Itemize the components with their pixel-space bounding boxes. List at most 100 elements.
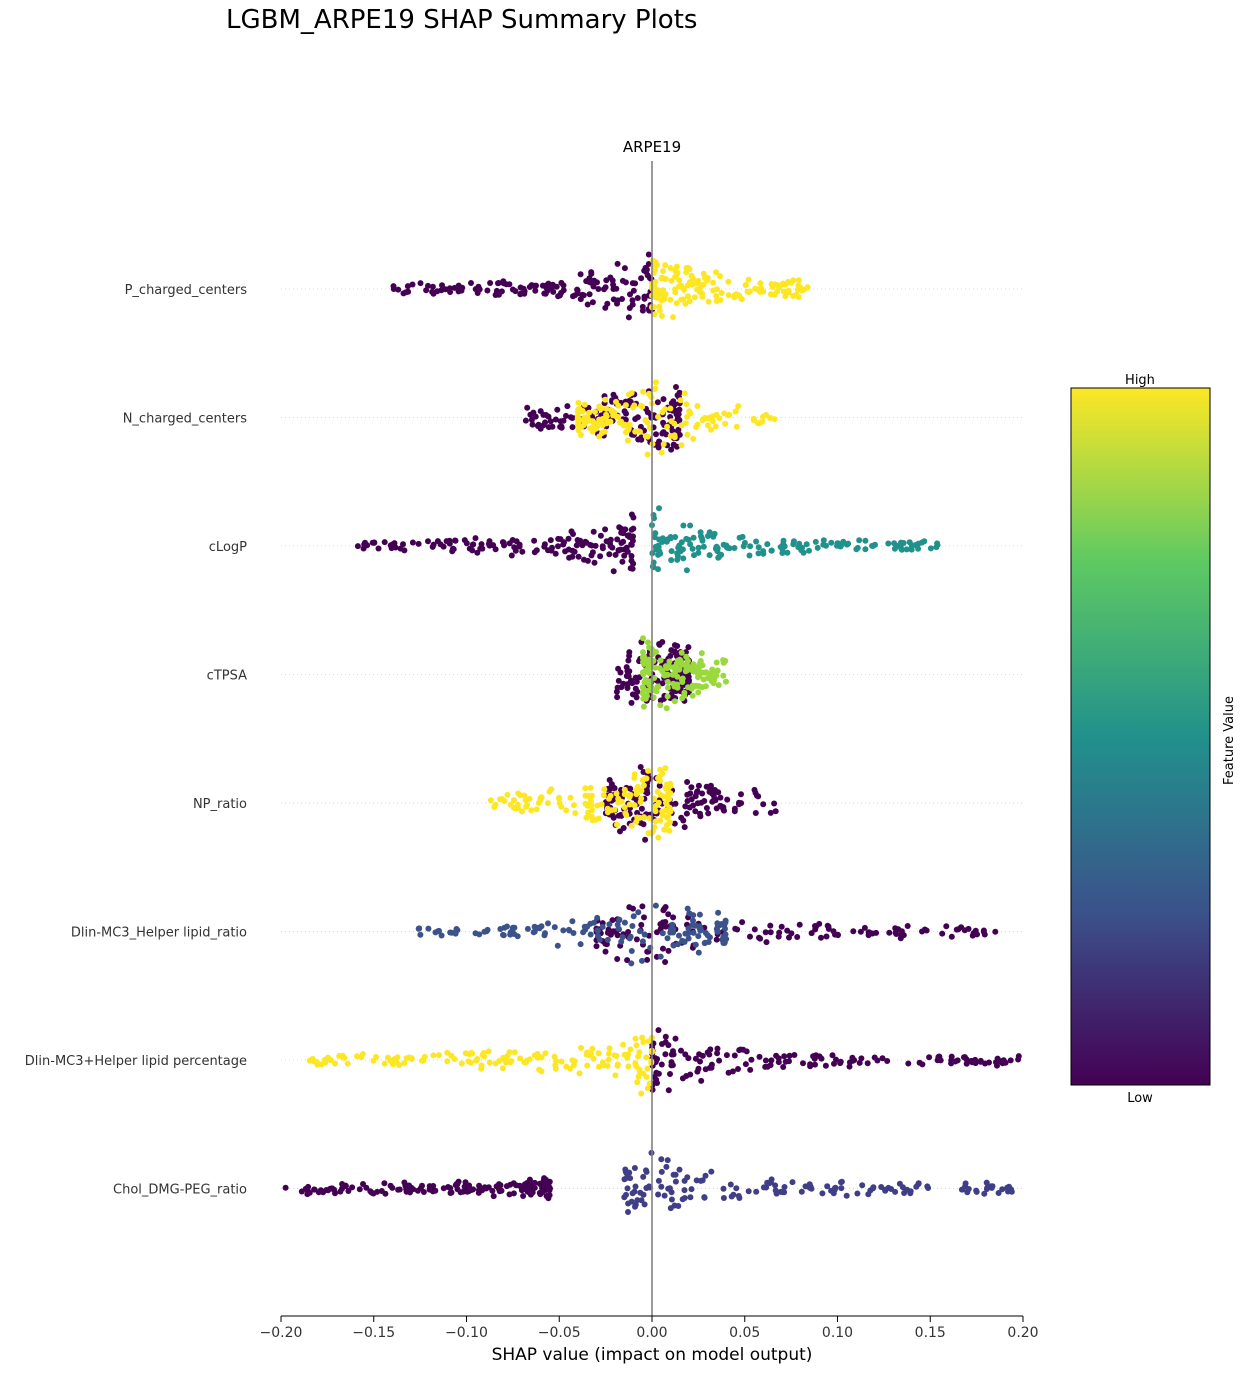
shap-point xyxy=(522,417,529,424)
shap-point xyxy=(672,1035,679,1042)
shap-point xyxy=(590,528,597,535)
shap-point xyxy=(803,541,810,548)
shap-point xyxy=(659,930,666,937)
shap-point xyxy=(622,810,629,817)
shap-point xyxy=(691,294,698,301)
shap-point xyxy=(870,1184,877,1191)
shap-point xyxy=(655,1027,662,1034)
shap-point xyxy=(643,775,650,782)
shap-point xyxy=(676,666,683,673)
shap-point xyxy=(645,1038,652,1045)
shap-point xyxy=(973,1187,980,1194)
shap-point xyxy=(721,410,728,417)
shap-point xyxy=(621,804,628,811)
shap-point xyxy=(345,1188,352,1194)
shap-point xyxy=(961,1054,967,1061)
shap-point xyxy=(569,918,576,925)
shap-point xyxy=(704,932,711,939)
shap-point xyxy=(624,957,631,964)
shap-point xyxy=(542,419,549,426)
shap-point xyxy=(638,1090,645,1097)
shap-point xyxy=(524,404,531,411)
shap-point xyxy=(858,1055,865,1062)
shap-point xyxy=(430,541,437,548)
shap-point xyxy=(563,1063,570,1070)
shap-point xyxy=(438,287,445,294)
shap-point xyxy=(604,300,611,307)
shap-point xyxy=(865,1191,872,1198)
shap-point xyxy=(391,1056,398,1062)
shap-point xyxy=(720,1185,727,1192)
shap-point xyxy=(692,941,699,948)
shap-point xyxy=(339,1052,346,1059)
shap-point xyxy=(354,1053,360,1060)
shap-point xyxy=(659,409,666,416)
shap-point xyxy=(625,1209,631,1215)
shap-point xyxy=(723,1052,730,1059)
shap-point xyxy=(638,921,645,928)
shap-point xyxy=(569,424,576,431)
shap-point xyxy=(666,1185,673,1192)
shap-point xyxy=(674,392,681,399)
shap-point xyxy=(704,274,711,281)
shap-point xyxy=(644,1085,651,1092)
shap-point xyxy=(630,287,637,294)
shap-point xyxy=(735,403,742,410)
shap-point xyxy=(667,780,674,787)
shap-point xyxy=(804,284,811,291)
shap-point xyxy=(672,649,679,656)
shap-point xyxy=(926,1054,933,1061)
shap-point xyxy=(594,914,601,921)
shap-point xyxy=(646,681,653,688)
shap-point xyxy=(678,649,685,656)
shap-point xyxy=(583,539,590,546)
shap-point xyxy=(695,933,702,940)
shap-point xyxy=(587,784,594,791)
shap-point xyxy=(592,542,599,549)
shap-point xyxy=(795,282,802,289)
shap-point xyxy=(999,1186,1006,1193)
shap-point xyxy=(756,934,762,941)
shap-point xyxy=(705,810,712,817)
shap-point xyxy=(751,786,758,793)
shap-point xyxy=(725,1069,732,1076)
shap-point xyxy=(892,1188,899,1195)
shap-point xyxy=(760,801,767,808)
shap-point xyxy=(717,802,724,809)
shap-point xyxy=(601,786,608,793)
shap-point xyxy=(661,1192,668,1199)
shap-point xyxy=(698,1077,705,1084)
feature-label: NP_ratio xyxy=(193,797,247,812)
shap-point xyxy=(629,691,636,698)
shap-point xyxy=(701,414,708,421)
shap-point xyxy=(391,540,398,547)
shap-point xyxy=(738,791,744,798)
colorbar-low-label: Low xyxy=(1127,1091,1153,1106)
shap-point xyxy=(547,418,554,425)
shap-point xyxy=(642,836,649,843)
shap-point xyxy=(536,1180,543,1187)
shap-point xyxy=(590,1055,597,1062)
shap-point xyxy=(661,826,668,833)
shap-point xyxy=(709,790,716,797)
shap-point xyxy=(658,1168,665,1175)
shap-point xyxy=(594,927,601,934)
shap-point xyxy=(760,548,767,555)
shap-point xyxy=(578,432,584,438)
shap-point xyxy=(692,808,699,815)
shap-point xyxy=(726,545,733,552)
shap-point xyxy=(568,528,575,535)
shap-point xyxy=(619,296,625,302)
shap-point xyxy=(361,541,368,548)
shap-point xyxy=(958,924,965,931)
shap-point xyxy=(528,416,535,423)
shap-point xyxy=(313,1059,320,1065)
shap-point xyxy=(608,807,615,814)
shap-point xyxy=(762,1057,769,1064)
shap-point xyxy=(558,1058,565,1065)
shap-point xyxy=(772,808,779,815)
shap-point xyxy=(625,673,632,680)
shap-point xyxy=(320,1189,327,1196)
shap-point xyxy=(703,805,710,811)
shap-point xyxy=(626,801,633,808)
